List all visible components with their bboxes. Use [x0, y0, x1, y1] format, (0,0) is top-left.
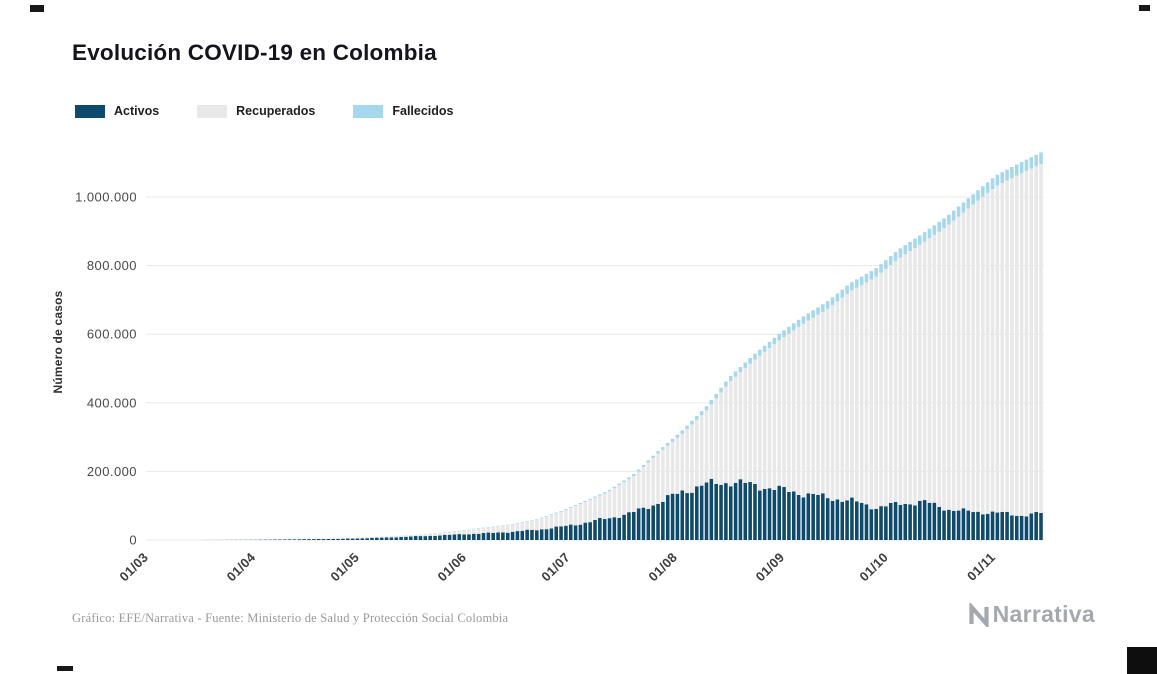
- chart-title: Evolución COVID-19 en Colombia: [72, 40, 437, 65]
- svg-text:01/04: 01/04: [224, 549, 259, 584]
- legend-item-recuperados: Recuperados: [197, 104, 315, 118]
- narrativa-logo-icon: [968, 602, 989, 627]
- legend-item-activos: Activos: [75, 104, 159, 118]
- svg-text:800.000: 800.000: [87, 258, 137, 273]
- svg-text:200.000: 200.000: [87, 464, 137, 479]
- narrativa-logo-text: Narrativa: [992, 601, 1095, 627]
- corner-artifact-top-left: [30, 5, 44, 12]
- svg-text:01/05: 01/05: [327, 550, 362, 585]
- svg-text:0: 0: [129, 533, 137, 548]
- legend-label-activos: Activos: [114, 104, 160, 118]
- svg-text:01/07: 01/07: [538, 550, 573, 585]
- svg-text:01/06: 01/06: [435, 550, 470, 585]
- svg-text:01/09: 01/09: [753, 550, 788, 585]
- corner-artifact-bottom-right: [1127, 647, 1157, 674]
- legend-swatch-fallecidos: [353, 104, 384, 118]
- y-axis-label: Número de casos: [51, 290, 65, 394]
- legend-item-fallecidos: Fallecidos: [353, 104, 454, 118]
- legend-swatch-activos: [75, 104, 105, 118]
- svg-text:01/11: 01/11: [964, 550, 998, 584]
- corner-artifact-top-right: [1139, 5, 1150, 11]
- svg-text:01/10: 01/10: [856, 550, 891, 585]
- legend-label-fallecidos: Fallecidos: [392, 104, 454, 118]
- source-credit: Gráfico: EFE/Narrativa - Fuente: Ministe…: [72, 611, 509, 625]
- svg-text:600.000: 600.000: [87, 327, 137, 342]
- svg-text:1.000.000: 1.000.000: [75, 190, 137, 205]
- svg-text:01/08: 01/08: [645, 550, 680, 585]
- legend-swatch-recuperados: [197, 104, 228, 118]
- chart-legend: Activos Recuperados Fallecidos: [75, 104, 454, 118]
- svg-text:400.000: 400.000: [87, 395, 137, 410]
- svg-text:01/03: 01/03: [116, 550, 151, 585]
- legend-label-recuperados: Recuperados: [236, 104, 316, 118]
- corner-artifact-bottom-left: [57, 666, 73, 671]
- narrativa-logo: Narrativa: [968, 601, 1095, 628]
